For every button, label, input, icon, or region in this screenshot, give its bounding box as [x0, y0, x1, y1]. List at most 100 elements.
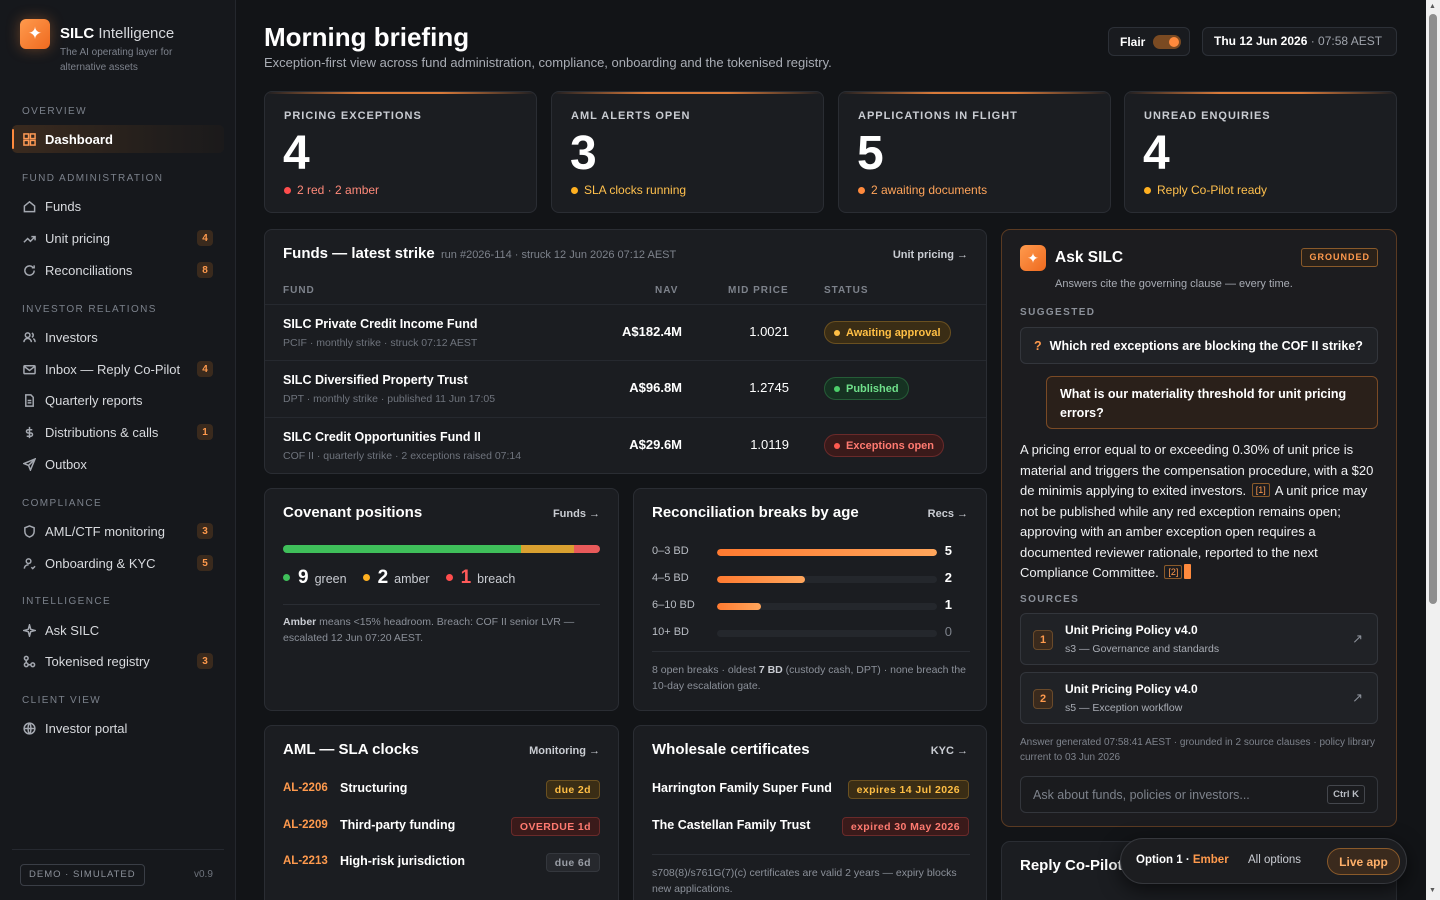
count-badge: 4: [197, 361, 213, 377]
recon-row: 6–10 BD 1: [652, 597, 970, 613]
toggle-switch[interactable]: [1153, 35, 1181, 49]
citation-2[interactable]: [2]: [1164, 565, 1183, 579]
sidebar-item-ask-silc[interactable]: Ask SILC: [12, 616, 224, 644]
flair-toggle[interactable]: Flair: [1108, 27, 1190, 56]
fund-nav: A$29.6M: [629, 437, 682, 452]
live-app-button[interactable]: Live app: [1327, 848, 1400, 875]
source-number: 2: [1033, 689, 1053, 709]
mail-icon: [22, 362, 36, 376]
globe-icon: [22, 721, 36, 735]
count-badge: 8: [197, 262, 213, 278]
sidebar-item-label: Reconciliations: [45, 262, 133, 278]
user-question: What is our materiality threshold for un…: [1046, 376, 1378, 429]
status-dot: [284, 186, 291, 194]
brand[interactable]: ✦ SILC Intelligence The AI operating lay…: [20, 19, 200, 75]
card-title: Reconciliation breaks by age: [652, 504, 859, 521]
shield-icon: [22, 524, 36, 538]
sidebar-item-unit-pricing[interactable]: Unit pricing 4: [12, 224, 224, 252]
kpi-unread-enquiries[interactable]: UNREAD ENQUIRIES 4 Reply Co-Pilot ready: [1124, 91, 1397, 213]
kpi-applications[interactable]: APPLICATIONS IN FLIGHT 5 2 awaiting docu…: [838, 91, 1111, 213]
recon-bar: [717, 576, 805, 583]
fund-name: SILC Diversified Property Trust: [283, 373, 468, 387]
sidebar-item-investors[interactable]: Investors: [12, 323, 224, 351]
external-link-icon[interactable]: ↗: [1352, 631, 1363, 646]
sidebar-item-label: Tokenised registry: [45, 653, 150, 669]
kpi-value: 5: [857, 127, 884, 180]
suggested-label: SUGGESTED: [1020, 307, 1096, 318]
divider: [652, 651, 970, 652]
sla-badge: due 2d: [545, 780, 600, 799]
age-count: 5: [944, 543, 952, 558]
kpi-note: SLA clocks running: [571, 183, 686, 197]
green-count: 9: [298, 567, 309, 588]
sidebar-divider: [12, 849, 224, 850]
list-item[interactable]: AL-2209 Third-party funding OVERDUE 1d: [283, 817, 600, 837]
suggested-question-button[interactable]: ? Which red exceptions are blocking the C…: [1020, 327, 1378, 364]
section-compliance: COMPLIANCE: [22, 498, 103, 509]
source-clause: s5 — Exception workflow: [1065, 702, 1183, 714]
card-title: Reply Co-Pilot: [1020, 857, 1123, 874]
funds-link[interactable]: Funds →: [552, 508, 600, 520]
sidebar-item-label: Ask SILC: [45, 622, 100, 638]
sidebar-item-investor-portal[interactable]: Investor portal: [12, 714, 224, 742]
status-dot: [858, 186, 865, 194]
list-item[interactable]: AL-2213 High-risk jurisdiction due 6d: [283, 853, 600, 873]
kpi-pricing-exceptions[interactable]: PRICING EXCEPTIONS 4 2 red · 2 amber: [264, 91, 537, 213]
kpi-note: Reply Co-Pilot ready: [1144, 183, 1267, 197]
col-nav: NAV: [655, 285, 679, 296]
recs-link[interactable]: Recs →: [927, 508, 968, 520]
sidebar-item-label: Inbox — Reply Co-Pilot: [45, 361, 181, 377]
scroll-up-icon[interactable]: ▲: [1429, 3, 1436, 10]
table-row[interactable]: SILC Diversified Property Trust DPT · mo…: [265, 360, 986, 416]
fund-sub: COF II · quarterly strike · 2 exceptions…: [283, 450, 522, 462]
all-options-button[interactable]: All options: [1248, 854, 1302, 866]
option-label[interactable]: Option 1 · Ember: [1136, 854, 1229, 866]
divider: [283, 604, 600, 605]
age-label: 10+ BD: [652, 626, 689, 638]
covenant-green-segment: [283, 545, 521, 553]
table-row[interactable]: SILC Credit Opportunities Fund II COF II…: [265, 417, 986, 473]
ask-input[interactable]: Ask about funds, policies or investors..…: [1020, 776, 1378, 813]
trend-up-icon: [22, 231, 36, 245]
sparkle-logo-icon: ✦: [20, 19, 50, 49]
scrollbar[interactable]: ▲ ▼: [1426, 0, 1440, 900]
kyc-link[interactable]: KYC →: [930, 745, 968, 757]
scrollbar-thumb[interactable]: [1429, 14, 1437, 604]
sidebar-item-distributions[interactable]: Distributions & calls 1: [12, 418, 224, 446]
sidebar-item-quarterly-reports[interactable]: Quarterly reports: [12, 386, 224, 414]
alert-id: AL-2209: [283, 819, 328, 831]
monitoring-link[interactable]: Monitoring →: [529, 745, 600, 757]
scroll-down-icon[interactable]: ▼: [1429, 887, 1436, 894]
sidebar-item-funds[interactable]: Funds: [12, 192, 224, 220]
ask-title: Ask SILC: [1055, 249, 1124, 266]
external-link-icon[interactable]: ↗: [1352, 690, 1363, 705]
source-item[interactable]: 1 Unit Pricing Policy v4.0 s3 — Governan…: [1020, 613, 1378, 665]
covenant-amber-segment: [520, 545, 574, 553]
sidebar-item-reconciliations[interactable]: Reconciliations 8: [12, 256, 224, 284]
sparkle-icon: ✦: [1020, 245, 1046, 271]
col-status: STATUS: [824, 285, 869, 296]
sidebar-item-outbox[interactable]: Outbox: [12, 450, 224, 478]
fund-name: SILC Private Credit Income Fund: [283, 317, 478, 331]
table-row[interactable]: SILC Private Credit Income Fund PCIF · m…: [265, 304, 986, 360]
sidebar-item-tokenised-registry[interactable]: Tokenised registry 3: [12, 647, 224, 675]
source-item[interactable]: 2 Unit Pricing Policy v4.0 s5 — Exceptio…: [1020, 672, 1378, 724]
list-item[interactable]: AL-2206 Structuring due 2d: [283, 780, 600, 800]
source-title: Unit Pricing Policy v4.0: [1065, 682, 1198, 696]
status-badge: Awaiting approval: [824, 321, 951, 344]
sidebar-item-label: Dashboard: [45, 131, 113, 147]
sidebar-item-aml-ctf[interactable]: AML/CTF monitoring 3: [12, 517, 224, 545]
unit-pricing-link[interactable]: Unit pricing →: [892, 249, 968, 261]
list-item[interactable]: The Castellan Family Trust expired 30 Ma…: [652, 817, 969, 837]
sidebar-item-label: Funds: [45, 198, 82, 214]
kpi-aml-alerts[interactable]: AML ALERTS OPEN 3 SLA clocks running: [551, 91, 824, 213]
refresh-icon: [22, 263, 36, 277]
fund-nav: A$182.4M: [622, 324, 682, 339]
col-fund: FUND: [283, 285, 315, 296]
list-item[interactable]: Harrington Family Super Fund expires 14 …: [652, 780, 969, 800]
sidebar-item-inbox[interactable]: Inbox — Reply Co-Pilot 4: [12, 355, 224, 383]
wholesale-card: Wholesale certificates KYC → Harrington …: [633, 725, 987, 900]
sidebar-item-dashboard[interactable]: Dashboard: [12, 125, 224, 153]
sidebar-item-onboarding[interactable]: Onboarding & KYC 5: [12, 549, 224, 577]
citation-1[interactable]: [1]: [1251, 483, 1270, 497]
